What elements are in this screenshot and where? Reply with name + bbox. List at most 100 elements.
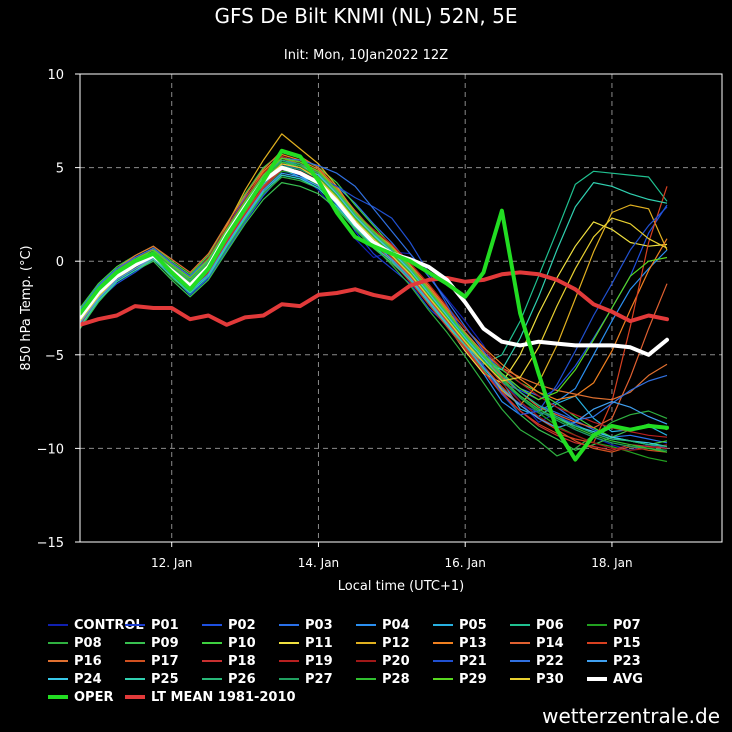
legend-swatch bbox=[587, 624, 607, 626]
legend-label: P07 bbox=[613, 617, 641, 633]
legend-label: P04 bbox=[382, 617, 410, 633]
legend-swatch bbox=[510, 678, 530, 680]
legend-label: P09 bbox=[151, 635, 179, 651]
legend-label: P02 bbox=[228, 617, 256, 633]
legend-label: CONTROL bbox=[74, 617, 144, 633]
legend-label: P12 bbox=[382, 635, 410, 651]
legend-label: OPER bbox=[74, 689, 114, 705]
legend-swatch bbox=[356, 660, 376, 662]
legend-swatch bbox=[48, 624, 68, 626]
legend-label: P08 bbox=[74, 635, 102, 651]
y-tick-label: 10 bbox=[47, 68, 64, 83]
legend-label: AVG bbox=[613, 671, 643, 687]
legend-item: P26 bbox=[202, 670, 256, 688]
legend-row: CONTROL P01 P02 P03 P04 P05 P06 P07 bbox=[48, 616, 728, 634]
legend-item: P29 bbox=[433, 670, 487, 688]
legend-label: P23 bbox=[613, 653, 641, 669]
legend-item: AVG bbox=[587, 670, 643, 688]
legend-swatch bbox=[587, 660, 607, 662]
legend-label: P16 bbox=[74, 653, 102, 669]
series-line-p09 bbox=[80, 182, 668, 451]
legend-swatch bbox=[510, 660, 530, 662]
legend-item: P25 bbox=[125, 670, 179, 688]
legend-item: LT MEAN 1981-2010 bbox=[125, 688, 296, 706]
legend-label: P05 bbox=[459, 617, 487, 633]
legend-swatch bbox=[48, 660, 68, 662]
x-tick-label: 14. Jan bbox=[298, 556, 339, 570]
legend-swatch bbox=[279, 642, 299, 644]
y-tick-label: −10 bbox=[37, 442, 64, 457]
legend-item: P21 bbox=[433, 652, 487, 670]
legend-row: P16 P17 P18 P19 P20 P21 P22 P23 bbox=[48, 652, 728, 670]
y-tick-label: 0 bbox=[56, 255, 64, 270]
legend-label: P20 bbox=[382, 653, 410, 669]
x-tick-label: 16. Jan bbox=[444, 556, 485, 570]
source-credit: wetterzentrale.de bbox=[542, 704, 720, 728]
legend-swatch bbox=[279, 678, 299, 680]
legend-swatch bbox=[125, 642, 145, 644]
series-line-p23 bbox=[80, 172, 668, 429]
chart-subtitle: Init: Mon, 10Jan2022 12Z bbox=[283, 48, 449, 63]
series-line-p08 bbox=[80, 176, 668, 457]
series-line-p16 bbox=[80, 150, 668, 401]
legend-swatch bbox=[356, 678, 376, 680]
legend-item: P13 bbox=[433, 634, 487, 652]
y-axis-label: 850 hPa Temp. (°C) bbox=[19, 245, 34, 370]
legend-label: P13 bbox=[459, 635, 487, 651]
legend-swatch bbox=[433, 642, 453, 644]
series-line-control bbox=[80, 170, 668, 451]
legend-item: OPER bbox=[48, 688, 113, 706]
series-line-p28 bbox=[80, 161, 668, 453]
series-line-p26 bbox=[80, 159, 668, 448]
legend-label: P14 bbox=[536, 635, 564, 651]
x-tick-label: 12. Jan bbox=[151, 556, 192, 570]
legend-row: P08 P09 P10 P11 P12 P13 P14 P15 bbox=[48, 634, 728, 652]
legend-item: P12 bbox=[356, 634, 410, 652]
legend-swatch bbox=[279, 660, 299, 662]
legend-swatch bbox=[48, 695, 68, 699]
legend-label: P19 bbox=[305, 653, 333, 669]
legend-label: P28 bbox=[382, 671, 410, 687]
legend-item: P15 bbox=[587, 634, 641, 652]
series-line-p24 bbox=[80, 161, 668, 448]
legend-swatch bbox=[125, 624, 145, 626]
legend-label: LT MEAN 1981-2010 bbox=[151, 689, 296, 705]
legend-swatch bbox=[433, 678, 453, 680]
legend-label: P01 bbox=[151, 617, 179, 633]
legend-swatch bbox=[587, 677, 607, 681]
legend-swatch bbox=[202, 678, 222, 680]
chart-svg: 10 5 0 −5 −10 −15 12. Jan 14. Jan 16. Jan 18. Jan… bbox=[19, 68, 723, 594]
legend-label: P24 bbox=[74, 671, 102, 687]
grid bbox=[80, 74, 722, 542]
legend-swatch bbox=[125, 678, 145, 680]
y-tick-label: −5 bbox=[45, 349, 64, 364]
legend-item: P16 bbox=[48, 652, 102, 670]
legend-swatch bbox=[279, 624, 299, 626]
y-tick-label: −15 bbox=[37, 536, 64, 551]
series-line-lt-mean-1981-2010 bbox=[80, 270, 669, 327]
legend-label: P03 bbox=[305, 617, 333, 633]
legend-item: P18 bbox=[202, 652, 256, 670]
legend-label: P21 bbox=[459, 653, 487, 669]
legend-label: P17 bbox=[151, 653, 179, 669]
legend-item: P27 bbox=[279, 670, 333, 688]
legend-item: P11 bbox=[279, 634, 333, 652]
legend-label: P18 bbox=[228, 653, 256, 669]
series-line-p07 bbox=[80, 170, 668, 463]
legend-label: P30 bbox=[536, 671, 564, 687]
legend-swatch bbox=[433, 660, 453, 662]
legend-item: P06 bbox=[510, 616, 564, 634]
legend-swatch bbox=[587, 642, 607, 644]
legend-swatch bbox=[202, 660, 222, 662]
legend-item: CONTROL bbox=[48, 616, 144, 634]
y-tick-label: 5 bbox=[56, 162, 64, 177]
series-line-oper bbox=[80, 148, 669, 462]
legend-item: P28 bbox=[356, 670, 410, 688]
legend-swatch bbox=[202, 624, 222, 626]
legend-label: P06 bbox=[536, 617, 564, 633]
legend-row: P24 P25 P26 P27 P28 P29 P30 AVG bbox=[48, 670, 728, 688]
plot-frame bbox=[79, 73, 723, 543]
legend-item: P10 bbox=[202, 634, 256, 652]
legend: CONTROL P01 P02 P03 P04 P05 P06 P07 P08 P09 P10 P11… bbox=[48, 616, 728, 706]
legend-item: P30 bbox=[510, 670, 564, 688]
